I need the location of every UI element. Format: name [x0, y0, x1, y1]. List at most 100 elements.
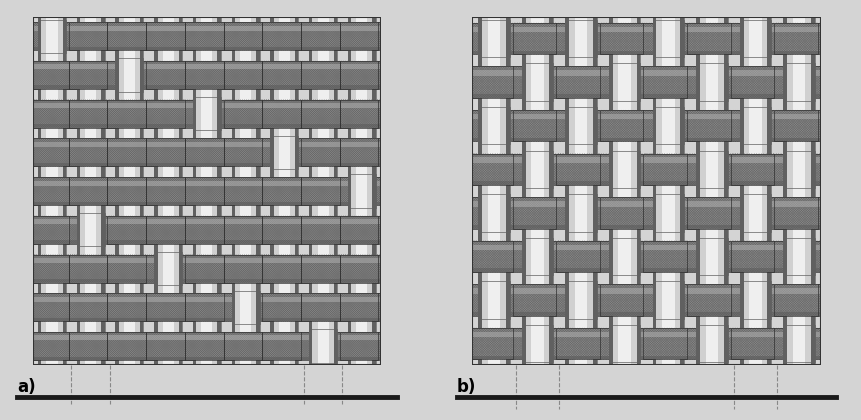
Bar: [300, 258, 339, 263]
Bar: [686, 23, 730, 54]
Bar: [300, 219, 339, 224]
Bar: [30, 181, 69, 186]
Bar: [686, 312, 730, 316]
Bar: [472, 241, 820, 272]
Bar: [339, 47, 378, 50]
Bar: [256, 17, 259, 365]
Bar: [521, 17, 525, 365]
Bar: [196, 17, 217, 365]
Bar: [33, 240, 381, 244]
Bar: [30, 86, 69, 89]
Bar: [565, 17, 596, 365]
Bar: [555, 154, 599, 185]
Bar: [730, 244, 773, 250]
Bar: [723, 151, 727, 188]
Bar: [30, 318, 69, 321]
Bar: [30, 124, 69, 128]
Bar: [339, 216, 378, 244]
Bar: [555, 328, 599, 359]
Bar: [730, 70, 773, 76]
Bar: [568, 194, 592, 231]
Bar: [599, 288, 642, 294]
Bar: [69, 142, 108, 147]
Bar: [300, 255, 339, 283]
Bar: [705, 17, 717, 365]
Bar: [146, 181, 184, 186]
Bar: [69, 100, 108, 128]
Bar: [46, 17, 58, 365]
Bar: [223, 181, 262, 186]
Bar: [372, 17, 375, 365]
Bar: [262, 357, 300, 360]
Bar: [146, 86, 184, 89]
Bar: [783, 325, 786, 362]
Bar: [512, 23, 555, 54]
Bar: [274, 136, 294, 169]
Bar: [599, 284, 642, 316]
Bar: [30, 332, 69, 360]
Bar: [108, 139, 146, 166]
Bar: [599, 197, 642, 228]
Bar: [525, 151, 548, 188]
Bar: [521, 238, 525, 275]
Bar: [642, 94, 686, 98]
Bar: [339, 22, 378, 50]
Bar: [472, 181, 820, 185]
Bar: [262, 216, 300, 244]
Bar: [154, 252, 182, 285]
Bar: [33, 332, 381, 360]
Bar: [773, 26, 817, 32]
Bar: [481, 17, 505, 365]
Bar: [223, 240, 262, 244]
Bar: [184, 318, 223, 321]
Bar: [69, 103, 108, 108]
Bar: [223, 177, 262, 205]
Bar: [478, 17, 481, 365]
Bar: [617, 17, 630, 365]
Bar: [262, 336, 300, 341]
Bar: [108, 22, 146, 50]
Bar: [810, 325, 814, 362]
Bar: [348, 17, 350, 365]
Bar: [108, 357, 146, 360]
Bar: [69, 332, 108, 360]
Bar: [184, 219, 223, 224]
Bar: [642, 66, 686, 98]
Bar: [278, 136, 289, 169]
Bar: [223, 61, 262, 89]
Bar: [472, 66, 820, 98]
Bar: [521, 17, 553, 365]
Bar: [184, 26, 223, 31]
Bar: [223, 103, 262, 108]
Bar: [792, 325, 804, 362]
Bar: [612, 325, 636, 362]
Bar: [642, 181, 686, 185]
Bar: [184, 293, 223, 321]
Bar: [783, 151, 786, 188]
Bar: [574, 17, 586, 365]
Bar: [339, 61, 378, 89]
Bar: [300, 293, 339, 321]
Bar: [478, 20, 481, 57]
Bar: [652, 107, 683, 144]
Bar: [108, 318, 146, 321]
Bar: [184, 47, 223, 50]
Bar: [184, 177, 223, 205]
Bar: [223, 202, 262, 205]
Bar: [810, 17, 814, 365]
Bar: [723, 238, 727, 275]
Bar: [705, 238, 717, 275]
Bar: [568, 20, 592, 57]
Bar: [521, 151, 553, 188]
Bar: [108, 100, 146, 128]
Bar: [599, 201, 642, 207]
Bar: [33, 255, 381, 283]
Bar: [350, 174, 372, 208]
Bar: [262, 297, 300, 302]
Bar: [652, 20, 655, 57]
Bar: [792, 151, 804, 188]
Bar: [30, 293, 69, 321]
Bar: [505, 17, 509, 365]
Bar: [69, 47, 108, 50]
Bar: [33, 22, 381, 50]
